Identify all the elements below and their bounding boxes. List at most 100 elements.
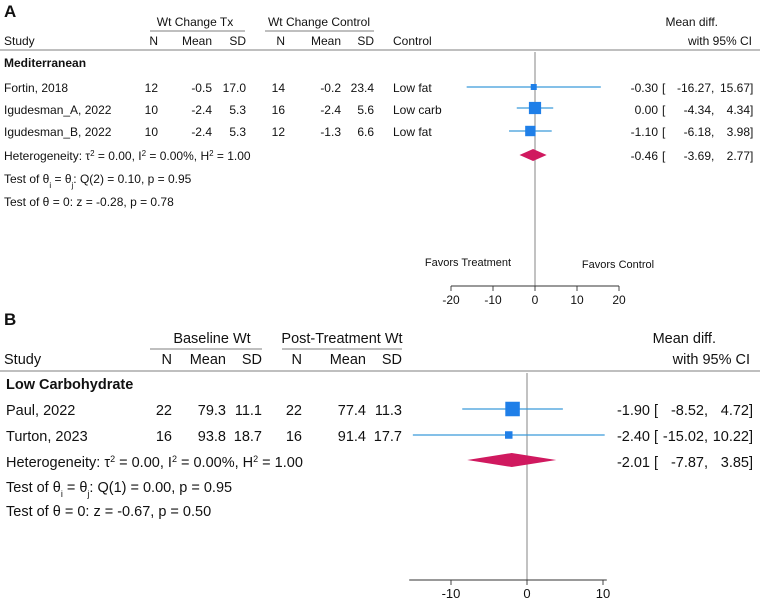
panel-a-row-2-bracket-open: [ bbox=[662, 103, 666, 117]
panel-b-test-zero: Test of θ = 0: z = -0.67, p = 0.50 bbox=[6, 504, 211, 520]
weight-square-2 bbox=[505, 431, 513, 439]
panel-a-group2-header: Wt Change Control bbox=[268, 15, 370, 29]
panel-a-row-2-mean2: -2.4 bbox=[320, 103, 341, 117]
panel-b-row-1-bracket-open: [ bbox=[654, 403, 658, 419]
panel-b-row-1-n1: 22 bbox=[156, 403, 172, 419]
panel-a-row-2-extra: Low carb bbox=[393, 103, 442, 117]
panel-b-row-1-n2: 22 bbox=[286, 403, 302, 419]
panel-b-col-study: Study bbox=[4, 352, 42, 368]
panel-a-row-3-sd1: 5.3 bbox=[229, 125, 246, 139]
panel-a: A Wt Change Tx Wt Change Control Mean di… bbox=[0, 2, 760, 307]
panel-b-row-1-sd2: 11.3 bbox=[375, 403, 402, 419]
panel-a-row-2-lo: -4.34 bbox=[684, 103, 712, 117]
panel-a-favors-right: Favors Control bbox=[582, 259, 654, 271]
panel-a-heterogeneity: Heterogeneity: τ2 = 0.00, I2 = 0.00%, H2… bbox=[4, 149, 251, 164]
panel-a-row-1-sd1: 17.0 bbox=[223, 81, 247, 95]
panel-b-group2-header: Post-Treatment Wt bbox=[281, 331, 402, 347]
panel-a-row-2-sd1: 5.3 bbox=[229, 103, 246, 117]
panel-b-overall-bracket-close: ] bbox=[749, 455, 753, 471]
panel-b-row-1: Paul, 2022 22 79.3 11.1 22 77.4 11.3 -1.… bbox=[6, 403, 753, 419]
panel-b-row-2-n1: 16 bbox=[156, 429, 172, 445]
panel-b-effect-header-2: with 95% CI bbox=[672, 352, 750, 368]
panel-b-overall-comma: , bbox=[704, 455, 708, 471]
panel-a-row-3-hi: 3.98 bbox=[727, 125, 751, 139]
x-tick-label: 10 bbox=[596, 586, 610, 601]
panel-a-row-1-extra: Low fat bbox=[393, 81, 432, 95]
panel-a-row-1-n2: 14 bbox=[272, 81, 286, 95]
panel-a-row-2-mean1: -2.4 bbox=[191, 103, 212, 117]
panel-b-row-1-mean1: 79.3 bbox=[198, 403, 226, 419]
panel-b-row-2-mean2: 91.4 bbox=[338, 429, 366, 445]
panel-b-row-1-comma: , bbox=[704, 403, 708, 419]
weight-square-1 bbox=[530, 84, 537, 90]
panel-a-row-3-sd2: 6.6 bbox=[357, 125, 374, 139]
panel-a-overall-bracket-open: [ bbox=[662, 149, 666, 163]
weight-square-2 bbox=[528, 101, 542, 115]
panel-b-overall-est: -2.01 bbox=[617, 455, 650, 471]
panel-a-col-n2: N bbox=[276, 34, 285, 48]
panel-a-favors-left: Favors Treatment bbox=[425, 257, 511, 269]
overall-diamond bbox=[519, 149, 547, 161]
panel-b-group1-header: Baseline Wt bbox=[173, 331, 250, 347]
panel-b-row-1-bracket-close: ] bbox=[749, 403, 753, 419]
panel-b-overall-lo: -7.87 bbox=[671, 455, 704, 471]
panel-a-row-3-comma: , bbox=[711, 125, 714, 139]
panel-a-overall-est: -0.46 bbox=[631, 149, 659, 163]
panel-a-row-1-comma: , bbox=[711, 81, 714, 95]
panel-b-heterogeneity: Heterogeneity: τ2 = 0.00, I2 = 0.00%, H2… bbox=[6, 454, 303, 471]
panel-a-overall-comma: , bbox=[711, 149, 714, 163]
panel-a-row-1-n1: 12 bbox=[145, 81, 159, 95]
panel-a-row-1-lo: -16.27 bbox=[677, 81, 711, 95]
overall-diamond bbox=[467, 453, 557, 467]
panel-b-col-n2: N bbox=[292, 352, 302, 368]
panel-a-test-theta: Test of θi = θj: Q(2) = 0.10, p = 0.95 bbox=[4, 172, 192, 190]
panel-a-row-3-lo: -6.18 bbox=[684, 125, 712, 139]
panel-b-row-2: Turton, 2023 16 93.8 18.7 16 91.4 17.7 -… bbox=[6, 429, 753, 445]
panel-b-row-2-comma: , bbox=[704, 429, 708, 445]
panel-a-subgroup: Mediterranean bbox=[4, 56, 86, 70]
panel-a-row-2-bracket-close: ] bbox=[750, 103, 753, 117]
x-tick-label: -10 bbox=[484, 293, 502, 307]
panel-a-row-3-extra: Low fat bbox=[393, 125, 432, 139]
panel-a-row-3-mean2: -1.3 bbox=[320, 125, 341, 139]
panel-a-row-1-mean2: -0.2 bbox=[320, 81, 341, 95]
panel-b-label: B bbox=[4, 310, 16, 329]
panel-a-label: A bbox=[4, 2, 16, 21]
panel-b-col-mean2: Mean bbox=[330, 352, 366, 368]
panel-b-row-1-lo: -8.52 bbox=[671, 403, 704, 419]
panel-a-row-3-study: Igudesman_B, 2022 bbox=[4, 125, 112, 139]
panel-a-plot-area: -20 -10 0 10 20 bbox=[442, 52, 626, 307]
panel-b-overall-bracket-open: [ bbox=[654, 455, 658, 471]
panel-a-overall-hi: 2.77 bbox=[727, 149, 751, 163]
panel-b-col-sd1: SD bbox=[242, 352, 262, 368]
x-tick-label: 0 bbox=[532, 293, 539, 307]
panel-a-row-2-n1: 10 bbox=[145, 103, 159, 117]
panel-b-row-1-sd1: 11.1 bbox=[235, 403, 262, 419]
panel-b-col-sd2: SD bbox=[382, 352, 402, 368]
panel-a-overall-bracket-close: ] bbox=[750, 149, 753, 163]
x-tick-label: -20 bbox=[442, 293, 460, 307]
panel-b-row-2-lo: -15.02 bbox=[663, 429, 704, 445]
panel-a-row-2-hi: 4.34 bbox=[727, 103, 751, 117]
panel-b-row-2-n2: 16 bbox=[286, 429, 302, 445]
panel-b-row-2-mean1: 93.8 bbox=[198, 429, 226, 445]
panel-a-overall-lo: -3.69 bbox=[684, 149, 712, 163]
panel-a-row-1-mean1: -0.5 bbox=[191, 81, 212, 95]
panel-a-col-n1: N bbox=[149, 34, 158, 48]
panel-a-row-1: Fortin, 2018 12 -0.5 17.0 14 -0.2 23.4 L… bbox=[4, 81, 753, 95]
panel-a-group1-header: Wt Change Tx bbox=[157, 15, 233, 29]
panel-a-row-3-n2: 12 bbox=[272, 125, 286, 139]
panel-a-row-1-bracket-close: ] bbox=[750, 81, 753, 95]
panel-b-row-2-bracket-close: ] bbox=[749, 429, 753, 445]
panel-a-effect-header-1: Mean diff. bbox=[666, 15, 718, 29]
panel-a-row-3-n1: 10 bbox=[145, 125, 159, 139]
panel-b-col-mean1: Mean bbox=[190, 352, 226, 368]
panel-b-row-1-study: Paul, 2022 bbox=[6, 403, 75, 419]
panel-a-row-3-est: -1.10 bbox=[631, 125, 659, 139]
panel-b-row-2-hi: 10.22 bbox=[713, 429, 749, 445]
panel-a-col-mean2: Mean bbox=[311, 34, 341, 48]
panel-a-test-zero: Test of θ = 0: z = -0.28, p = 0.78 bbox=[4, 195, 174, 209]
panel-a-row-1-hi: 15.67 bbox=[720, 81, 750, 95]
panel-b-plot-area: -10 0 10 bbox=[409, 373, 610, 601]
